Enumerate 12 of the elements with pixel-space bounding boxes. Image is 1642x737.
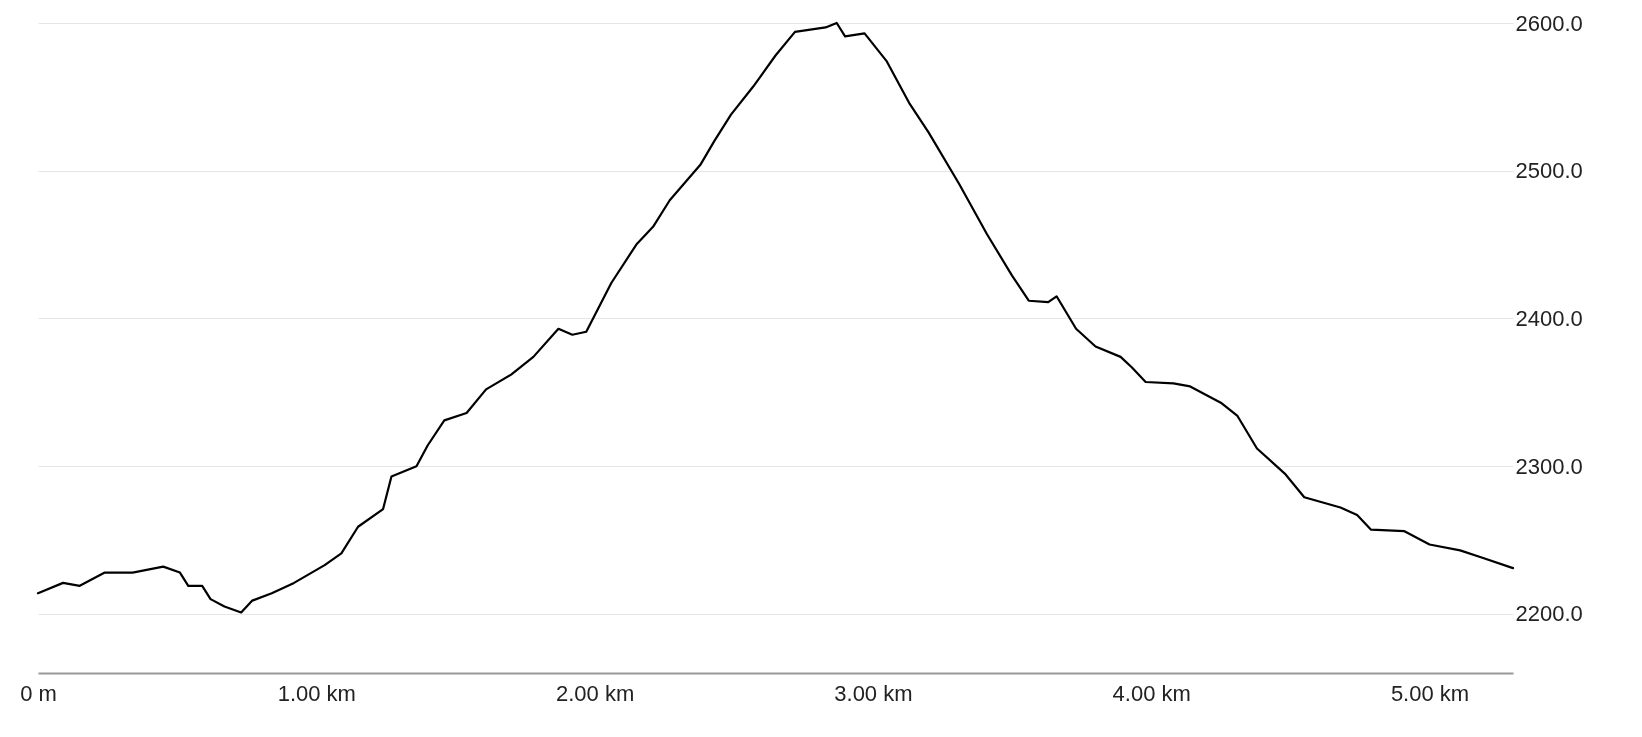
y-tick-label: 2600.0 xyxy=(1515,10,1583,36)
x-tick-label: 1.00 km xyxy=(277,680,356,706)
x-tick-label: 5.00 km xyxy=(1390,680,1470,706)
x-tick-label: 3.00 km xyxy=(834,680,913,706)
y-tick-label: 2500.0 xyxy=(1515,158,1583,184)
y-tick-label: 2200.0 xyxy=(1515,601,1583,627)
x-tick-label: 4.00 km xyxy=(1112,680,1191,706)
y-tick-label: 2300.0 xyxy=(1515,453,1583,479)
x-tick-label: 0 m xyxy=(20,680,57,706)
x-tick-label: 2.00 km xyxy=(555,680,635,706)
y-tick-label: 2400.0 xyxy=(1515,305,1583,331)
line-series xyxy=(36,21,1515,614)
